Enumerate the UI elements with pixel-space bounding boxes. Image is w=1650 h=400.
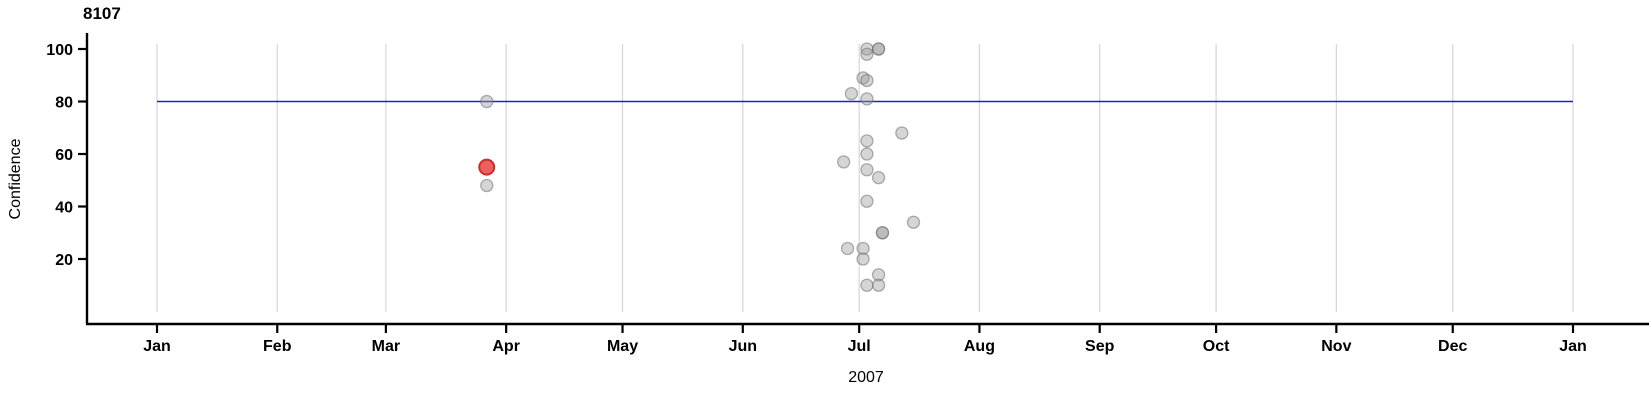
x-tick-label: Oct bbox=[1203, 338, 1230, 355]
y-tick-label: 100 bbox=[46, 42, 73, 59]
data-point[interactable] bbox=[895, 126, 909, 140]
data-point[interactable] bbox=[860, 163, 874, 177]
data-point[interactable] bbox=[906, 215, 921, 229]
data-point[interactable] bbox=[860, 134, 874, 148]
x-tick-label: Dec bbox=[1438, 338, 1467, 355]
data-point[interactable] bbox=[840, 241, 855, 256]
x-tick-label: May bbox=[607, 338, 638, 355]
data-point[interactable] bbox=[844, 86, 859, 101]
x-tick-label: Aug bbox=[964, 338, 995, 355]
data-point[interactable] bbox=[860, 194, 874, 208]
x-tick-label: Jan bbox=[143, 338, 171, 355]
y-tick-label: 60 bbox=[55, 147, 73, 164]
x-tick-label: Jan bbox=[1559, 338, 1587, 355]
y-tick-label: 20 bbox=[55, 252, 73, 269]
data-point[interactable] bbox=[480, 178, 494, 193]
data-point[interactable] bbox=[860, 92, 874, 106]
y-axis-title: Confidence bbox=[7, 138, 24, 220]
data-point[interactable] bbox=[837, 155, 851, 169]
x-tick-label: Jul bbox=[848, 338, 871, 355]
x-axis-title: 2007 bbox=[848, 369, 884, 386]
x-tick-label: Apr bbox=[492, 338, 520, 355]
x-tick-label: Nov bbox=[1321, 338, 1351, 355]
x-tick-label: Jun bbox=[729, 338, 757, 355]
x-tick-label: Feb bbox=[263, 338, 292, 355]
data-point[interactable] bbox=[871, 170, 886, 185]
data-point-red[interactable] bbox=[478, 158, 496, 176]
data-point[interactable] bbox=[875, 226, 890, 240]
data-point[interactable] bbox=[856, 252, 870, 266]
chart-title: 8107 bbox=[83, 4, 121, 23]
data-point[interactable] bbox=[860, 147, 874, 161]
data-point[interactable] bbox=[480, 94, 494, 109]
data-point[interactable] bbox=[860, 73, 874, 88]
data-point[interactable] bbox=[856, 241, 870, 256]
data-point[interactable] bbox=[871, 278, 886, 292]
data-point[interactable] bbox=[860, 47, 874, 61]
y-tick-label: 40 bbox=[55, 200, 73, 217]
x-tick-label: Mar bbox=[372, 338, 400, 355]
data-point[interactable] bbox=[871, 268, 886, 282]
x-tick-label: Sep bbox=[1085, 338, 1115, 355]
data-point[interactable] bbox=[860, 278, 874, 292]
data-point[interactable] bbox=[871, 42, 886, 56]
y-tick-label: 80 bbox=[55, 95, 73, 112]
